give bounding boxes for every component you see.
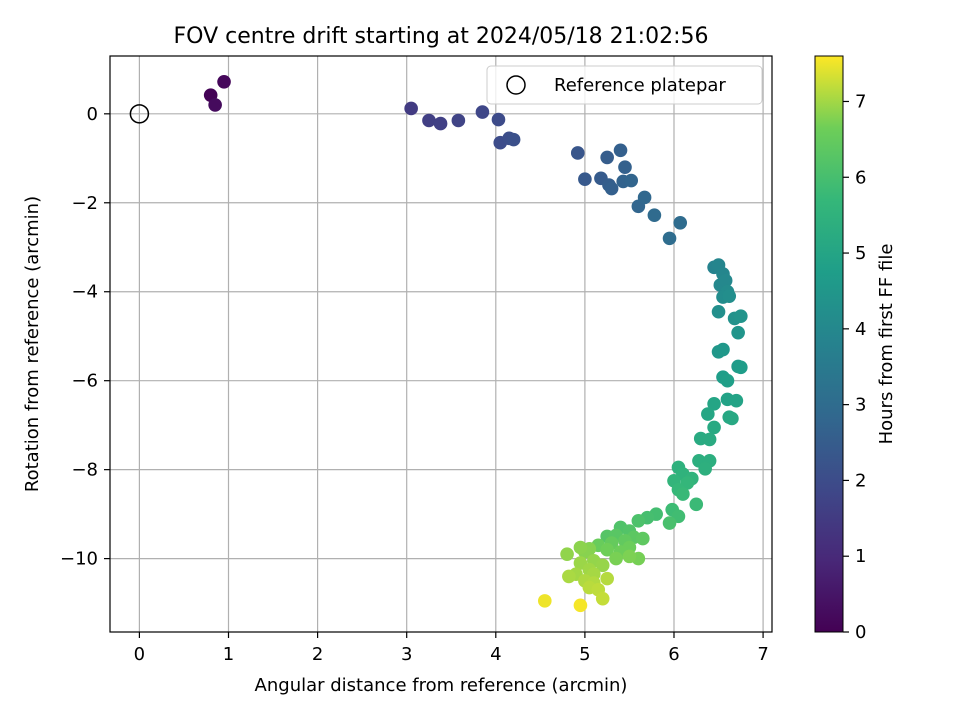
- data-point: [475, 105, 490, 119]
- data-point: [722, 289, 737, 303]
- y-tick-label: −8: [71, 460, 98, 481]
- data-point: [734, 309, 748, 324]
- data-point: [570, 146, 585, 160]
- data-point: [725, 411, 739, 426]
- data-point: [491, 112, 506, 127]
- y-axis-ticks: 0 −2 −4 −6 −8 −10: [60, 104, 110, 570]
- data-point: [595, 558, 610, 573]
- x-tick-label: 7: [757, 644, 768, 665]
- data-point: [707, 420, 721, 435]
- legend: Reference platepar: [486, 65, 763, 105]
- grid-lines: [110, 56, 772, 632]
- data-point: [647, 208, 662, 223]
- colorbar-tick-label: 6: [855, 167, 866, 188]
- data-point: [698, 461, 712, 476]
- data-point: [422, 113, 436, 128]
- colorbar-ticks: 0 1 2 3 4 5 6 7: [843, 91, 866, 643]
- x-tick-label: 4: [490, 644, 501, 665]
- data-point: [537, 594, 552, 608]
- reference-point: [129, 104, 150, 124]
- data-point: [573, 540, 588, 555]
- colorbar-tick-label: 3: [855, 395, 866, 416]
- y-axis-label: Rotation from reference (arcmin): [22, 196, 43, 492]
- data-point: [718, 273, 733, 288]
- x-tick-label: 3: [401, 644, 412, 665]
- data-point: [716, 342, 730, 357]
- data-point: [613, 143, 628, 158]
- data-point: [618, 160, 632, 174]
- y-tick-label: −2: [71, 193, 98, 214]
- plot-area-frame: [109, 55, 773, 633]
- data-point: [689, 497, 704, 512]
- y-tick-label: −6: [71, 371, 98, 392]
- colorbar-label: Hours from first FF file: [876, 244, 897, 445]
- data-point: [595, 591, 610, 606]
- data-point: [631, 514, 646, 528]
- data-point: [404, 101, 418, 116]
- legend-box: [486, 65, 763, 105]
- legend-label: Reference platepar: [554, 75, 726, 96]
- data-point: [707, 397, 721, 411]
- colorbar-tick-label: 4: [855, 319, 866, 340]
- data-point: [600, 571, 614, 586]
- data-point: [573, 598, 588, 613]
- x-axis-label: Angular distance from reference (arcmin): [255, 675, 628, 696]
- x-tick-label: 0: [134, 644, 145, 665]
- data-point: [720, 373, 735, 388]
- data-point: [217, 74, 231, 89]
- x-tick-label: 1: [223, 644, 234, 665]
- data-point: [208, 98, 222, 112]
- data-point: [624, 173, 639, 188]
- data-point: [676, 487, 690, 501]
- colorbar-tick-label: 7: [855, 91, 866, 112]
- y-tick-label: −10: [60, 549, 98, 570]
- data-point: [711, 304, 726, 319]
- x-tick-label: 5: [579, 644, 590, 665]
- data-point: [560, 547, 574, 561]
- data-point: [609, 551, 623, 566]
- data-point: [562, 569, 576, 584]
- y-tick-label: 0: [87, 104, 98, 125]
- data-point: [451, 113, 466, 128]
- chart-title: FOV centre drift starting at 2024/05/18 …: [174, 24, 709, 49]
- data-point: [662, 231, 677, 246]
- data-points: [203, 74, 748, 613]
- y-tick-label: −4: [71, 282, 98, 303]
- data-point: [433, 116, 448, 131]
- colorbar-tick-label: 5: [855, 243, 866, 264]
- data-point: [506, 132, 521, 147]
- data-point: [622, 549, 637, 564]
- data-point: [731, 325, 745, 340]
- x-axis-ticks: 0 1 2 3 4 5 6 7: [134, 632, 769, 665]
- data-point: [636, 531, 650, 546]
- x-tick-label: 6: [668, 644, 679, 665]
- data-point: [604, 181, 619, 196]
- data-point: [578, 172, 592, 187]
- data-point: [600, 150, 614, 165]
- data-point: [673, 215, 688, 230]
- data-point: [729, 393, 744, 408]
- colorbar-tick-label: 1: [855, 546, 866, 567]
- colorbar-tick-label: 2: [855, 470, 866, 491]
- data-point: [662, 516, 677, 530]
- data-point: [701, 407, 715, 421]
- legend-marker-open-circle: [506, 75, 526, 95]
- data-point: [637, 190, 652, 205]
- colorbar: [814, 55, 844, 633]
- colorbar-tick-label: 0: [855, 622, 866, 643]
- data-point: [600, 542, 614, 557]
- x-tick-label: 2: [312, 644, 323, 665]
- data-point: [734, 360, 748, 375]
- data-point: [702, 432, 717, 447]
